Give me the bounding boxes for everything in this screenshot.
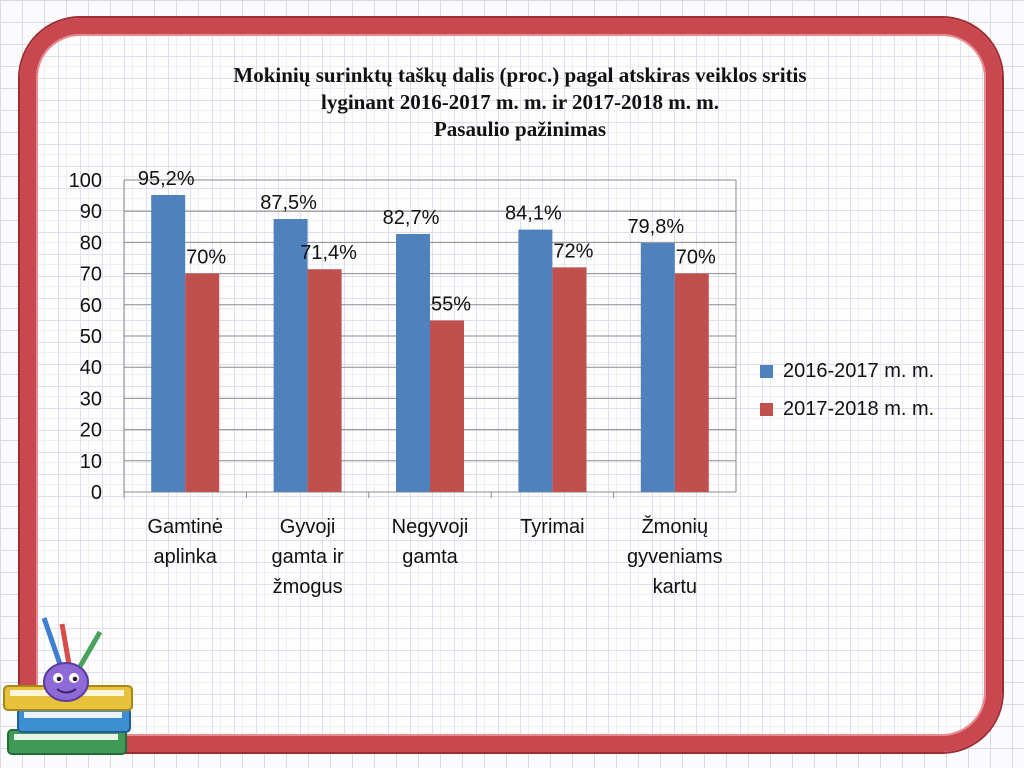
data-label-series-1: 87,5% — [260, 192, 317, 214]
x-category-label: gamta ir — [271, 546, 344, 568]
chart-title-line-3: Pasaulio pažinimas — [433, 117, 607, 141]
pencil-mascot-on-books-illustration — [3, 617, 133, 755]
bar-series-2 — [185, 273, 220, 492]
legend-swatch-series-1 — [760, 364, 773, 378]
smiling-face-icon — [43, 662, 89, 702]
data-label-series-2: 70% — [186, 247, 226, 269]
bar-series-2 — [307, 269, 342, 492]
bar-series-1 — [518, 229, 553, 492]
data-label-series-1: 82,7% — [383, 207, 440, 229]
data-label-series-2: 72% — [553, 240, 593, 262]
legend-item-series-2: 2017-2018 m. m. — [760, 390, 934, 428]
chart-title-line-1: Mokinių surinktų taškų dalis (proc.) pag… — [233, 63, 807, 87]
slide-frame — [20, 18, 1002, 752]
y-tick-label: 80 — [80, 232, 102, 254]
x-category-label: aplinka — [154, 546, 218, 568]
y-tick-label: 90 — [80, 201, 102, 223]
x-category-label: gyveniams — [627, 546, 723, 568]
x-category-label: Tyrimai — [520, 516, 584, 538]
data-label-series-1: 95,2% — [138, 168, 195, 190]
data-label-series-1: 79,8% — [627, 216, 684, 238]
x-category-label: Negyvoji — [392, 516, 469, 538]
y-tick-label: 40 — [80, 357, 102, 379]
legend-label-series-1: 2016-2017 m. m. — [783, 359, 935, 382]
y-tick-label: 100 — [69, 170, 102, 192]
bar-series-1 — [640, 243, 675, 492]
data-label-series-2: 71,4% — [300, 242, 357, 264]
legend-item-series-1: 2016-2017 m. m. — [760, 352, 934, 390]
y-tick-label: 70 — [80, 264, 102, 286]
y-tick-label: 0 — [91, 482, 102, 504]
legend-label-series-2: 2017-2018 m. m. — [783, 397, 935, 420]
x-category-label: Gyvoji — [280, 516, 336, 538]
data-label-series-2: 55% — [431, 293, 471, 315]
y-tick-label: 60 — [80, 295, 102, 317]
x-category-label: gamta — [402, 546, 458, 568]
bar-series-2 — [430, 320, 464, 492]
data-label-series-1: 84,1% — [505, 203, 562, 225]
bar-series-2 — [552, 267, 587, 492]
bar-series-2 — [674, 273, 709, 492]
data-label-series-2: 70% — [676, 247, 716, 269]
x-category-label: kartu — [653, 576, 697, 598]
chart-title-line-2: lyginant 2016-2017 m. m. ir 2017-2018 m.… — [320, 90, 719, 114]
bar-series-1 — [151, 194, 186, 492]
x-category-label: Žmonių — [641, 515, 708, 538]
y-tick-label: 20 — [80, 420, 102, 442]
chart-title: Mokinių surinktų taškų dalis (proc.) pag… — [110, 62, 930, 143]
bar-series-1 — [396, 233, 430, 492]
bar-series-1 — [273, 219, 308, 492]
y-tick-label: 50 — [80, 326, 102, 348]
pencils-icon — [41, 617, 103, 672]
y-tick-label: 10 — [80, 451, 102, 473]
x-category-label: Gamtinė — [147, 516, 223, 538]
x-category-label: žmogus — [273, 576, 343, 598]
legend-swatch-series-2 — [760, 402, 773, 416]
chart-legend: 2016-2017 m. m. 2017-2018 m. m. — [760, 352, 934, 428]
y-tick-label: 30 — [80, 388, 102, 410]
